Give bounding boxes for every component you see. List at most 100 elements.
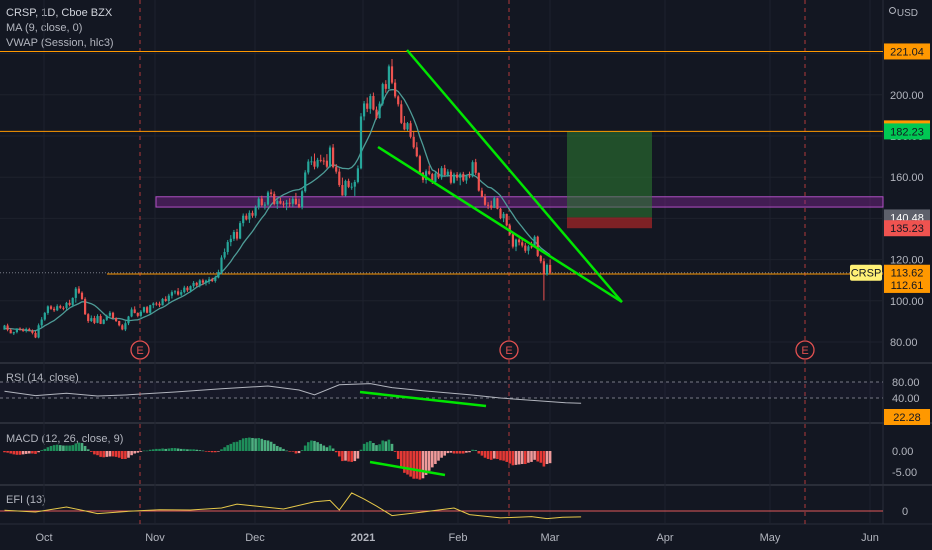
candle[interactable]	[214, 277, 217, 282]
macd-bar[interactable]	[207, 451, 211, 452]
macd-bar[interactable]	[325, 447, 329, 451]
macd-bar[interactable]	[46, 447, 50, 451]
macd-bar[interactable]	[186, 449, 189, 451]
macd-bar[interactable]	[465, 451, 468, 453]
candle[interactable]	[356, 168, 359, 182]
candle[interactable]	[53, 308, 56, 311]
macd-bar[interactable]	[313, 440, 316, 451]
macd-bar[interactable]	[139, 451, 143, 452]
macd-bar[interactable]	[31, 451, 34, 454]
macd-bar[interactable]	[322, 445, 326, 451]
candle[interactable]	[397, 96, 400, 105]
candle[interactable]	[471, 162, 474, 177]
candle[interactable]	[446, 171, 449, 175]
macd-bar[interactable]	[427, 451, 431, 471]
macd-bar[interactable]	[477, 451, 481, 454]
candle[interactable]	[366, 103, 369, 109]
candle[interactable]	[372, 96, 375, 110]
macd-bar[interactable]	[257, 437, 260, 451]
macd-bar[interactable]	[18, 451, 22, 455]
candle[interactable]	[313, 161, 316, 167]
macd-bar[interactable]	[412, 451, 415, 479]
candle[interactable]	[251, 212, 254, 216]
candle[interactable]	[232, 231, 235, 239]
candle[interactable]	[276, 201, 279, 204]
candle[interactable]	[226, 242, 229, 252]
macd-bar[interactable]	[254, 438, 257, 451]
macd-bar[interactable]	[179, 448, 183, 451]
macd-bar[interactable]	[170, 448, 174, 451]
candle[interactable]	[127, 316, 130, 324]
target-zone[interactable]	[567, 131, 652, 218]
candle[interactable]	[49, 306, 53, 309]
candle[interactable]	[115, 318, 118, 321]
candle[interactable]	[31, 330, 34, 333]
candle[interactable]	[499, 208, 502, 219]
candle[interactable]	[390, 66, 394, 83]
macd-bar[interactable]	[524, 451, 527, 465]
macd-bar[interactable]	[449, 451, 453, 453]
candle[interactable]	[518, 239, 521, 243]
macd-bar[interactable]	[214, 451, 217, 453]
macd-bar[interactable]	[331, 448, 335, 451]
macd-bar[interactable]	[99, 451, 102, 457]
candle[interactable]	[431, 174, 434, 182]
candle[interactable]	[490, 205, 493, 208]
macd-bar[interactable]	[248, 437, 251, 451]
macd-bar[interactable]	[539, 451, 543, 463]
macd-bar[interactable]	[347, 451, 350, 462]
macd-bar[interactable]	[378, 444, 381, 451]
candle[interactable]	[304, 172, 307, 192]
candle[interactable]	[297, 203, 301, 208]
candle[interactable]	[412, 136, 415, 148]
macd-bar[interactable]	[223, 447, 226, 451]
macd-bar[interactable]	[486, 451, 490, 459]
macd-bar[interactable]	[300, 450, 304, 451]
upper-trendline[interactable]	[406, 49, 623, 303]
macd-bar[interactable]	[173, 448, 177, 451]
candle[interactable]	[90, 318, 93, 321]
macd-divergence-line[interactable]	[369, 460, 446, 477]
candle[interactable]	[149, 305, 152, 313]
candle[interactable]	[105, 315, 108, 320]
macd-bar[interactable]	[514, 451, 518, 465]
candle[interactable]	[428, 171, 431, 175]
macd-bar[interactable]	[533, 451, 536, 460]
macd-bar[interactable]	[93, 451, 96, 455]
candle[interactable]	[403, 122, 406, 130]
candle[interactable]	[332, 147, 335, 168]
candle[interactable]	[3, 325, 6, 330]
macd-bar[interactable]	[530, 451, 533, 462]
candle[interactable]	[180, 292, 183, 295]
macd-bar[interactable]	[121, 451, 124, 459]
macd-bar[interactable]	[387, 439, 391, 451]
candle[interactable]	[18, 328, 22, 330]
macd-bar[interactable]	[548, 451, 552, 464]
candle[interactable]	[211, 279, 214, 282]
macd-bar[interactable]	[232, 442, 236, 451]
candle[interactable]	[307, 161, 310, 173]
macd-bar[interactable]	[489, 451, 493, 460]
macd-bar[interactable]	[266, 440, 270, 452]
candle[interactable]	[483, 196, 487, 205]
candle[interactable]	[245, 215, 248, 220]
macd-bar[interactable]	[198, 450, 202, 451]
candle[interactable]	[449, 171, 452, 183]
macd-bar[interactable]	[505, 451, 508, 462]
candle[interactable]	[164, 298, 167, 302]
candle[interactable]	[270, 192, 273, 194]
macd-bar[interactable]	[437, 451, 440, 461]
candle[interactable]	[322, 160, 325, 162]
candle[interactable]	[347, 180, 350, 187]
candle[interactable]	[462, 173, 465, 181]
macd-bar[interactable]	[65, 445, 68, 451]
candle[interactable]	[328, 147, 332, 167]
macd-bar[interactable]	[245, 437, 248, 451]
candle[interactable]	[34, 332, 37, 338]
macd-bar[interactable]	[328, 445, 332, 451]
candle[interactable]	[248, 212, 251, 220]
candle[interactable]	[68, 302, 71, 305]
macd-bar[interactable]	[12, 451, 16, 455]
macd-bar[interactable]	[43, 448, 47, 451]
